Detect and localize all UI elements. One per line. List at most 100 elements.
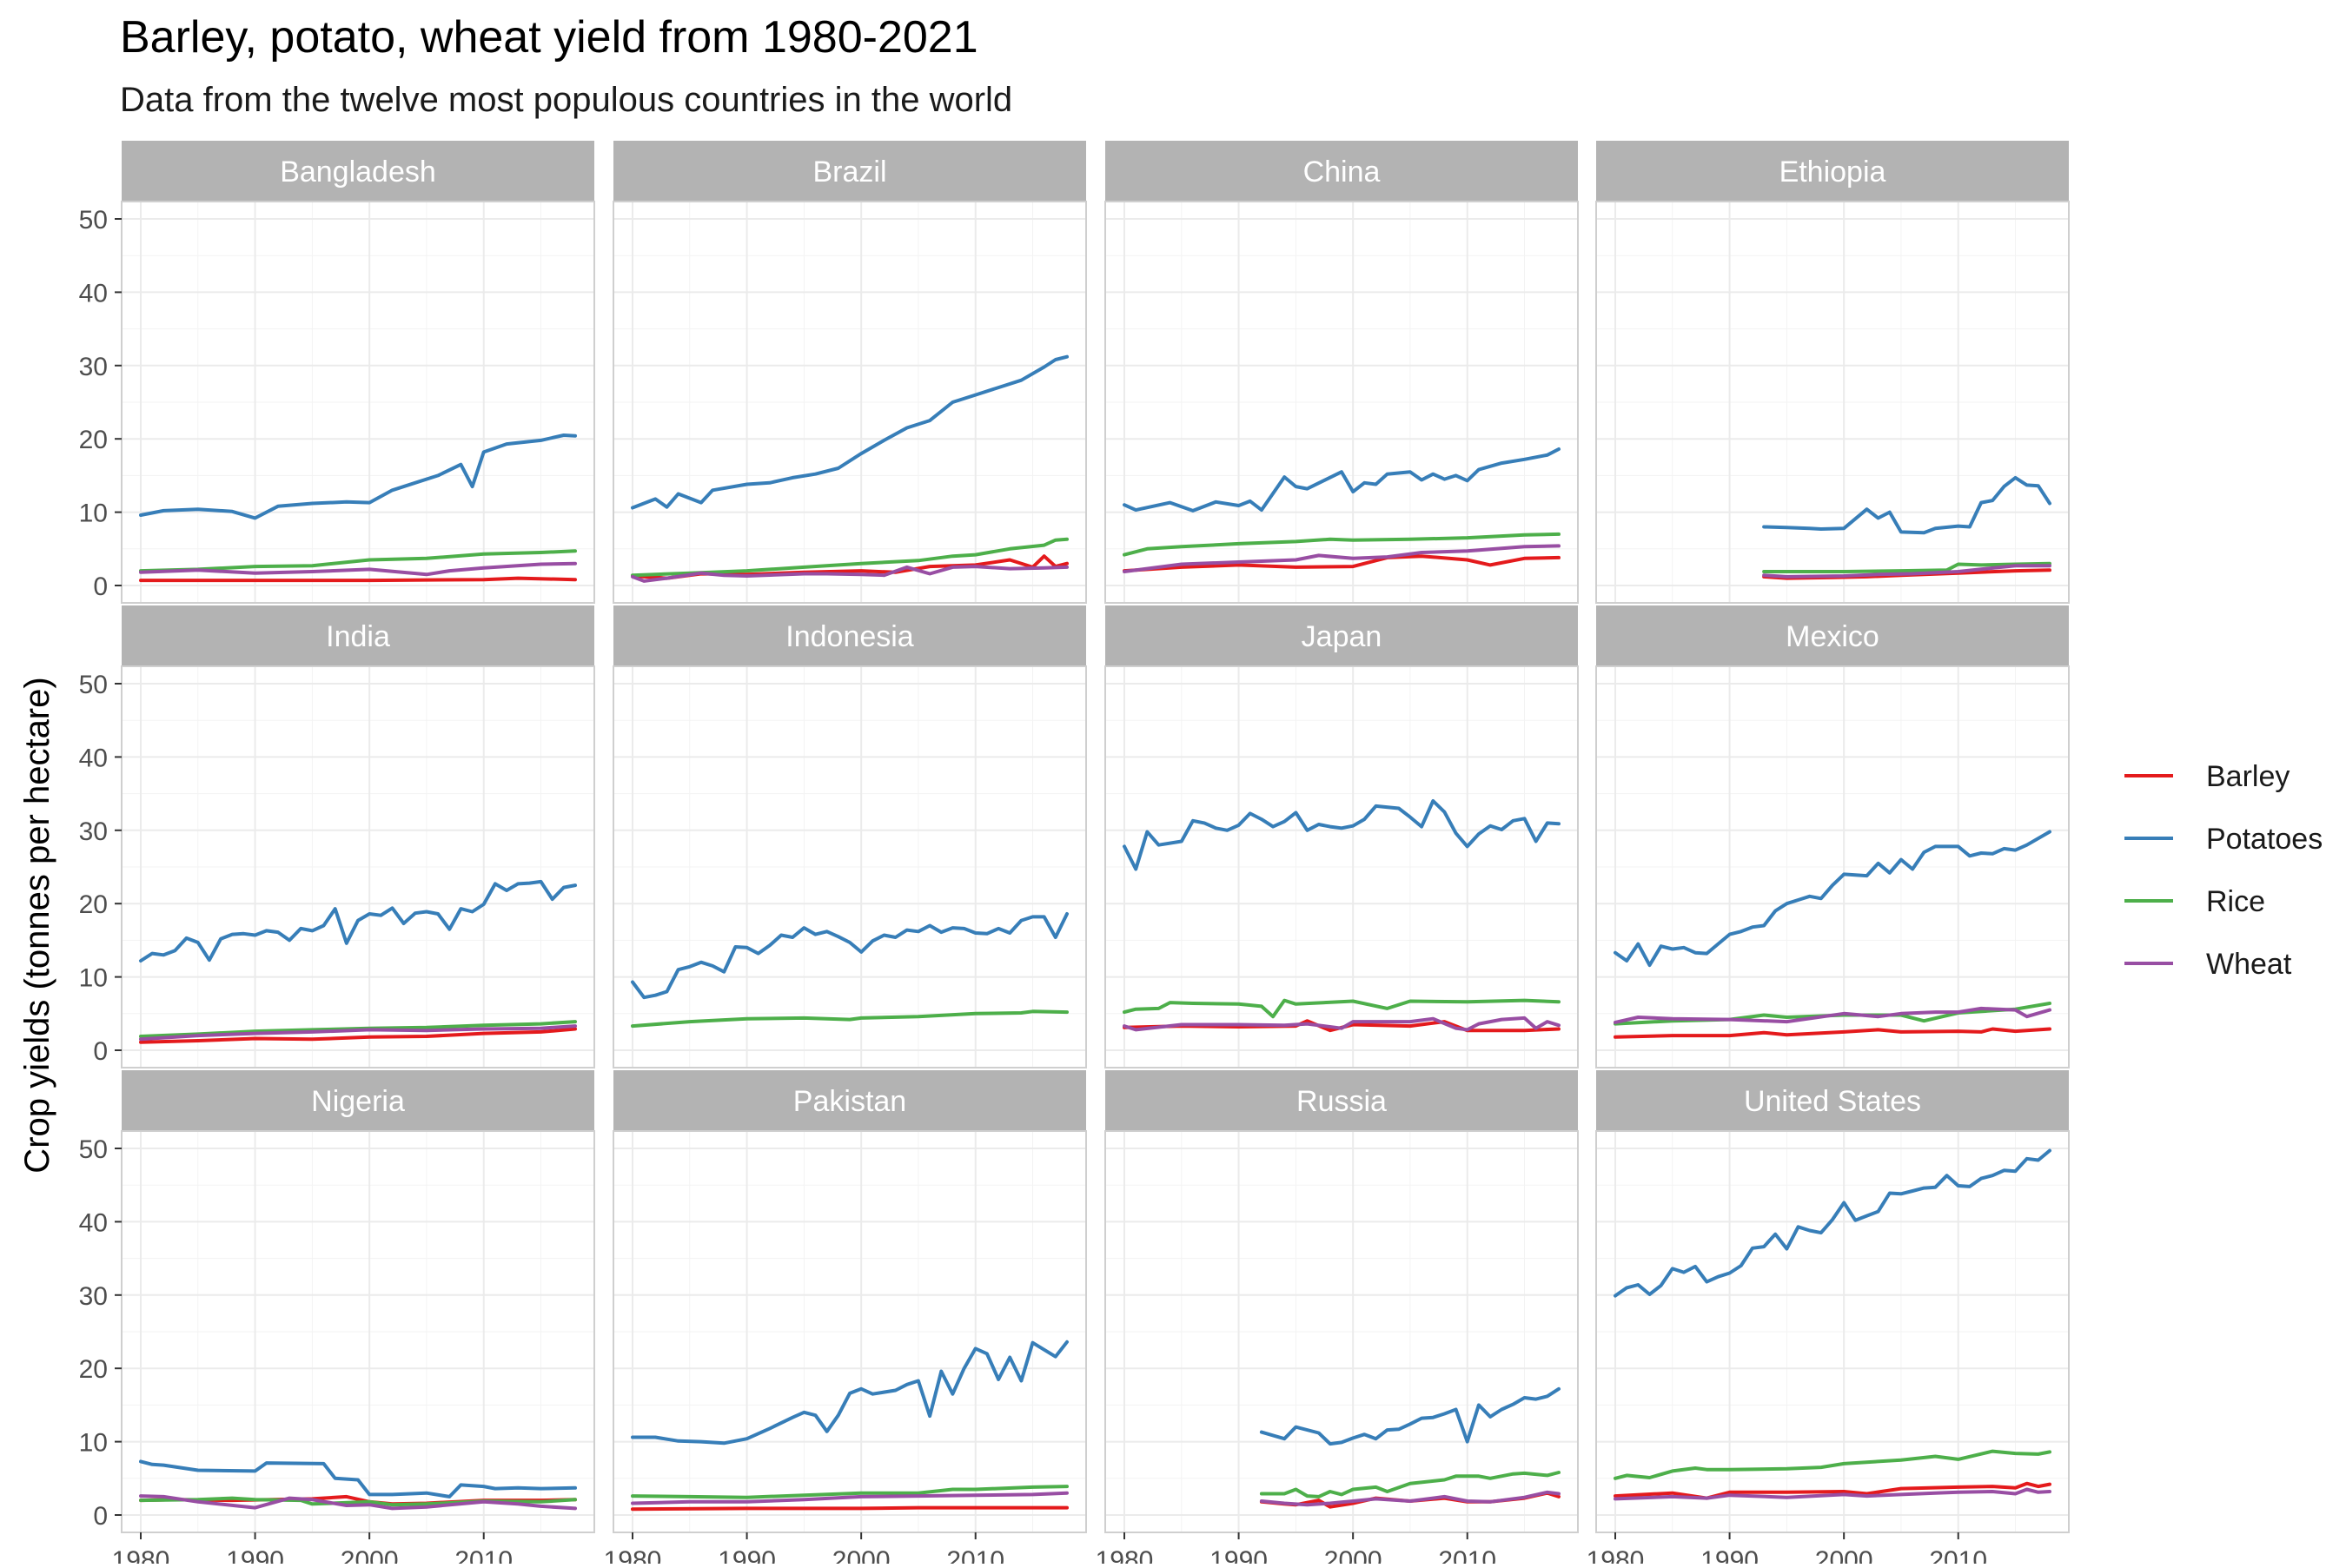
facet-strip-label: Pakistan [793,1085,906,1118]
panel-border [121,665,595,1068]
facet-strip [613,605,1086,666]
facet-strip-label: Japan [1302,620,1382,653]
series-line-barley-india [139,1027,577,1044]
y-tick-label: 50 [79,1135,108,1164]
facet-panel-united-states: United States 1980 1990 2000 2010 [1587,1070,2070,1568]
facet-strip [1596,605,2069,666]
legend-label: Potatoes [2206,823,2323,856]
series-line-potatoes-indonesia [631,912,1069,1000]
x-tick-label: 2000 [832,1546,891,1564]
facet-strip-label: Indonesia [785,620,914,653]
legend: Barley Potatoes Rice Wheat [2124,760,2323,981]
y-tick-label: 50 [79,206,108,235]
series-line-potatoes-mexico [1614,830,2051,968]
series-line-potatoes-united-states [1614,1148,2051,1298]
panel-border [613,665,1087,1068]
facet-panel-brazil: Brazil [613,141,1087,604]
series-line-rice-russia [1259,1471,1561,1499]
series-line-rice-indonesia [631,1009,1069,1029]
series-line-potatoes-ethiopia [1762,475,2051,535]
panel-border [1104,1130,1579,1533]
y-tick-label: 0 [93,1502,108,1531]
facet-strip [122,141,594,202]
series-line-barley-mexico [1614,1027,2051,1039]
facet-strip [1105,141,1578,202]
series-line-potatoes-china [1123,447,1561,513]
series-line-wheat-mexico [1614,1006,2051,1024]
facet-strip-label: Mexico [1786,620,1879,653]
series-line-potatoes-brazil [631,354,1069,510]
panel-border [1595,201,2070,604]
y-tick-label: 0 [93,572,108,601]
series-line-wheat-china [1123,544,1561,573]
series-line-potatoes-india [139,879,577,963]
facet-panel-india: India 0 10 20 30 40 50 [79,605,595,1068]
y-tick-label: 20 [79,890,108,919]
y-tick-label: 10 [79,964,108,993]
y-tick-label: 10 [79,1429,108,1458]
x-tick-label: 1990 [718,1546,776,1564]
series-line-wheat-japan [1123,1016,1561,1032]
series-line-potatoes-nigeria [139,1459,577,1499]
facet-panel-indonesia: Indonesia [613,605,1087,1068]
y-tick-label: 40 [79,744,108,772]
facet-panel-japan: Japan [1104,605,1579,1068]
x-tick-label: 2000 [1324,1546,1382,1564]
y-tick-label: 50 [79,671,108,699]
chart-title: Barley, potato, wheat yield from 1980-20… [120,12,978,63]
facet-panel-ethiopia: Ethiopia [1595,141,2070,604]
x-tick-label: 1980 [1096,1546,1154,1564]
series-line-potatoes-russia [1259,1386,1561,1446]
facet-strip-label: Bangladesh [280,155,436,189]
facet-strip-label: Russia [1296,1085,1387,1118]
facet-panel-pakistan: Pakistan 1980 1990 2000 2010 [604,1070,1087,1568]
series-line-wheat-brazil [631,565,1069,583]
x-tick-label: 2000 [341,1546,399,1564]
series-line-potatoes-bangladesh [139,433,577,520]
legend-item-rice: Rice [2124,885,2265,918]
series-line-wheat-nigeria [139,1494,577,1511]
series-line-barley-pakistan [631,1505,1069,1512]
facet-panel-russia: Russia 1980 1990 2000 2010 [1096,1070,1579,1568]
x-tick-label: 2010 [1438,1546,1496,1564]
panel-border [1595,665,2070,1068]
facet-strip-label: Nigeria [311,1085,405,1118]
facet-strip-label: Ethiopia [1779,155,1886,189]
series-line-rice-china [1123,532,1561,557]
x-tick-label: 2010 [454,1546,513,1564]
facet-panel-china: China [1104,141,1579,604]
legend-label: Barley [2206,760,2290,793]
x-tick-label: 2010 [946,1546,1004,1564]
facet-strip [613,141,1086,202]
facet-strip [1105,605,1578,666]
y-tick-label: 40 [79,279,108,308]
facet-panel-bangladesh: Bangladesh 0 10 20 30 40 50 [79,141,595,604]
facet-strip [1596,141,2069,202]
legend-item-potatoes: Potatoes [2124,823,2323,856]
legend-label: Rice [2206,885,2265,918]
chart-subtitle: Data from the twelve most populous count… [120,81,1012,119]
series-line-rice-bangladesh [139,549,577,573]
facet-strip [122,605,594,666]
series-line-wheat-united-states [1614,1487,2051,1501]
y-tick-label: 40 [79,1208,108,1237]
facet-strip-label: Brazil [812,155,886,189]
x-tick-label: 1990 [1209,1546,1268,1564]
panel-border [121,201,595,604]
panel-border [613,1130,1087,1533]
series-line-wheat-russia [1259,1490,1561,1507]
y-tick-label: 20 [79,1355,108,1384]
panel-border [1104,201,1579,604]
y-tick-label: 0 [93,1037,108,1066]
y-tick-label: 10 [79,500,108,528]
facet-strip [613,1070,1086,1131]
facet-strip [1105,1070,1578,1131]
panel-border [613,201,1087,604]
series-line-rice-pakistan [631,1485,1069,1499]
series-line-rice-japan [1123,998,1561,1019]
x-tick-label: 1990 [1700,1546,1759,1564]
y-tick-label: 30 [79,817,108,846]
y-tick-label: 20 [79,426,108,454]
series-line-barley-bangladesh [139,576,577,583]
